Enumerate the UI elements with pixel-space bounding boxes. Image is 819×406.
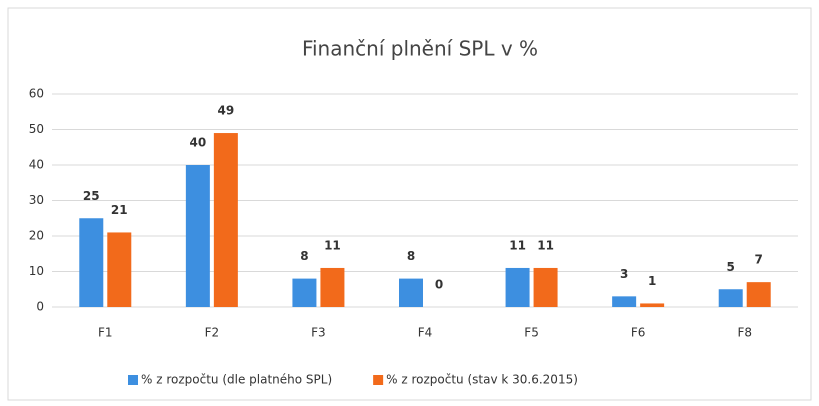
y-tick-label: 50 (29, 122, 44, 136)
x-tick-label: F1 (98, 326, 113, 340)
y-tick-label: 60 (29, 87, 44, 101)
bar (505, 267, 530, 307)
data-label: 11 (324, 238, 341, 252)
y-tick-label: 20 (29, 229, 44, 243)
bar (107, 232, 132, 307)
bar (79, 218, 104, 307)
legend-swatch (128, 375, 138, 385)
x-tick-label: F4 (418, 326, 433, 340)
bar (612, 296, 637, 307)
data-label: 5 (727, 260, 735, 274)
y-tick-label: 30 (29, 193, 44, 207)
data-label: 7 (755, 253, 763, 267)
y-tick-label: 0 (36, 300, 44, 314)
bar (640, 303, 665, 307)
bar (320, 267, 345, 307)
x-tick-label: F5 (524, 326, 539, 340)
data-label: 40 (190, 136, 207, 150)
data-label: 3 (620, 267, 628, 281)
bar (292, 278, 317, 307)
y-tick-label: 40 (29, 158, 44, 172)
data-label: 0 (435, 278, 443, 292)
x-tick-label: F3 (311, 326, 326, 340)
data-label: 8 (300, 249, 308, 263)
bar (399, 278, 423, 307)
data-label: 25 (83, 189, 100, 203)
data-label: 49 (218, 104, 235, 118)
bar (213, 133, 238, 307)
chart-frame (7, 7, 812, 401)
legend-swatch (373, 375, 384, 385)
x-tick-label: F2 (205, 326, 220, 340)
bar (746, 282, 771, 307)
data-label: 1 (648, 274, 656, 288)
y-tick-label: 10 (29, 264, 44, 278)
chart-title: Finanční plnění SPL v % (302, 37, 538, 61)
data-label: 8 (407, 249, 415, 263)
bar (718, 289, 743, 307)
x-tick-label: F6 (631, 326, 646, 340)
data-label: 21 (111, 203, 128, 217)
legend-label: % z rozpočtu (stav k 30.6.2015) (386, 373, 578, 387)
bar (185, 165, 210, 307)
legend-label: % z rozpočtu (dle platného SPL) (141, 373, 332, 387)
data-label: 11 (537, 238, 554, 252)
x-tick-label: F8 (737, 326, 752, 340)
data-label: 11 (509, 238, 526, 252)
bar (533, 267, 558, 307)
